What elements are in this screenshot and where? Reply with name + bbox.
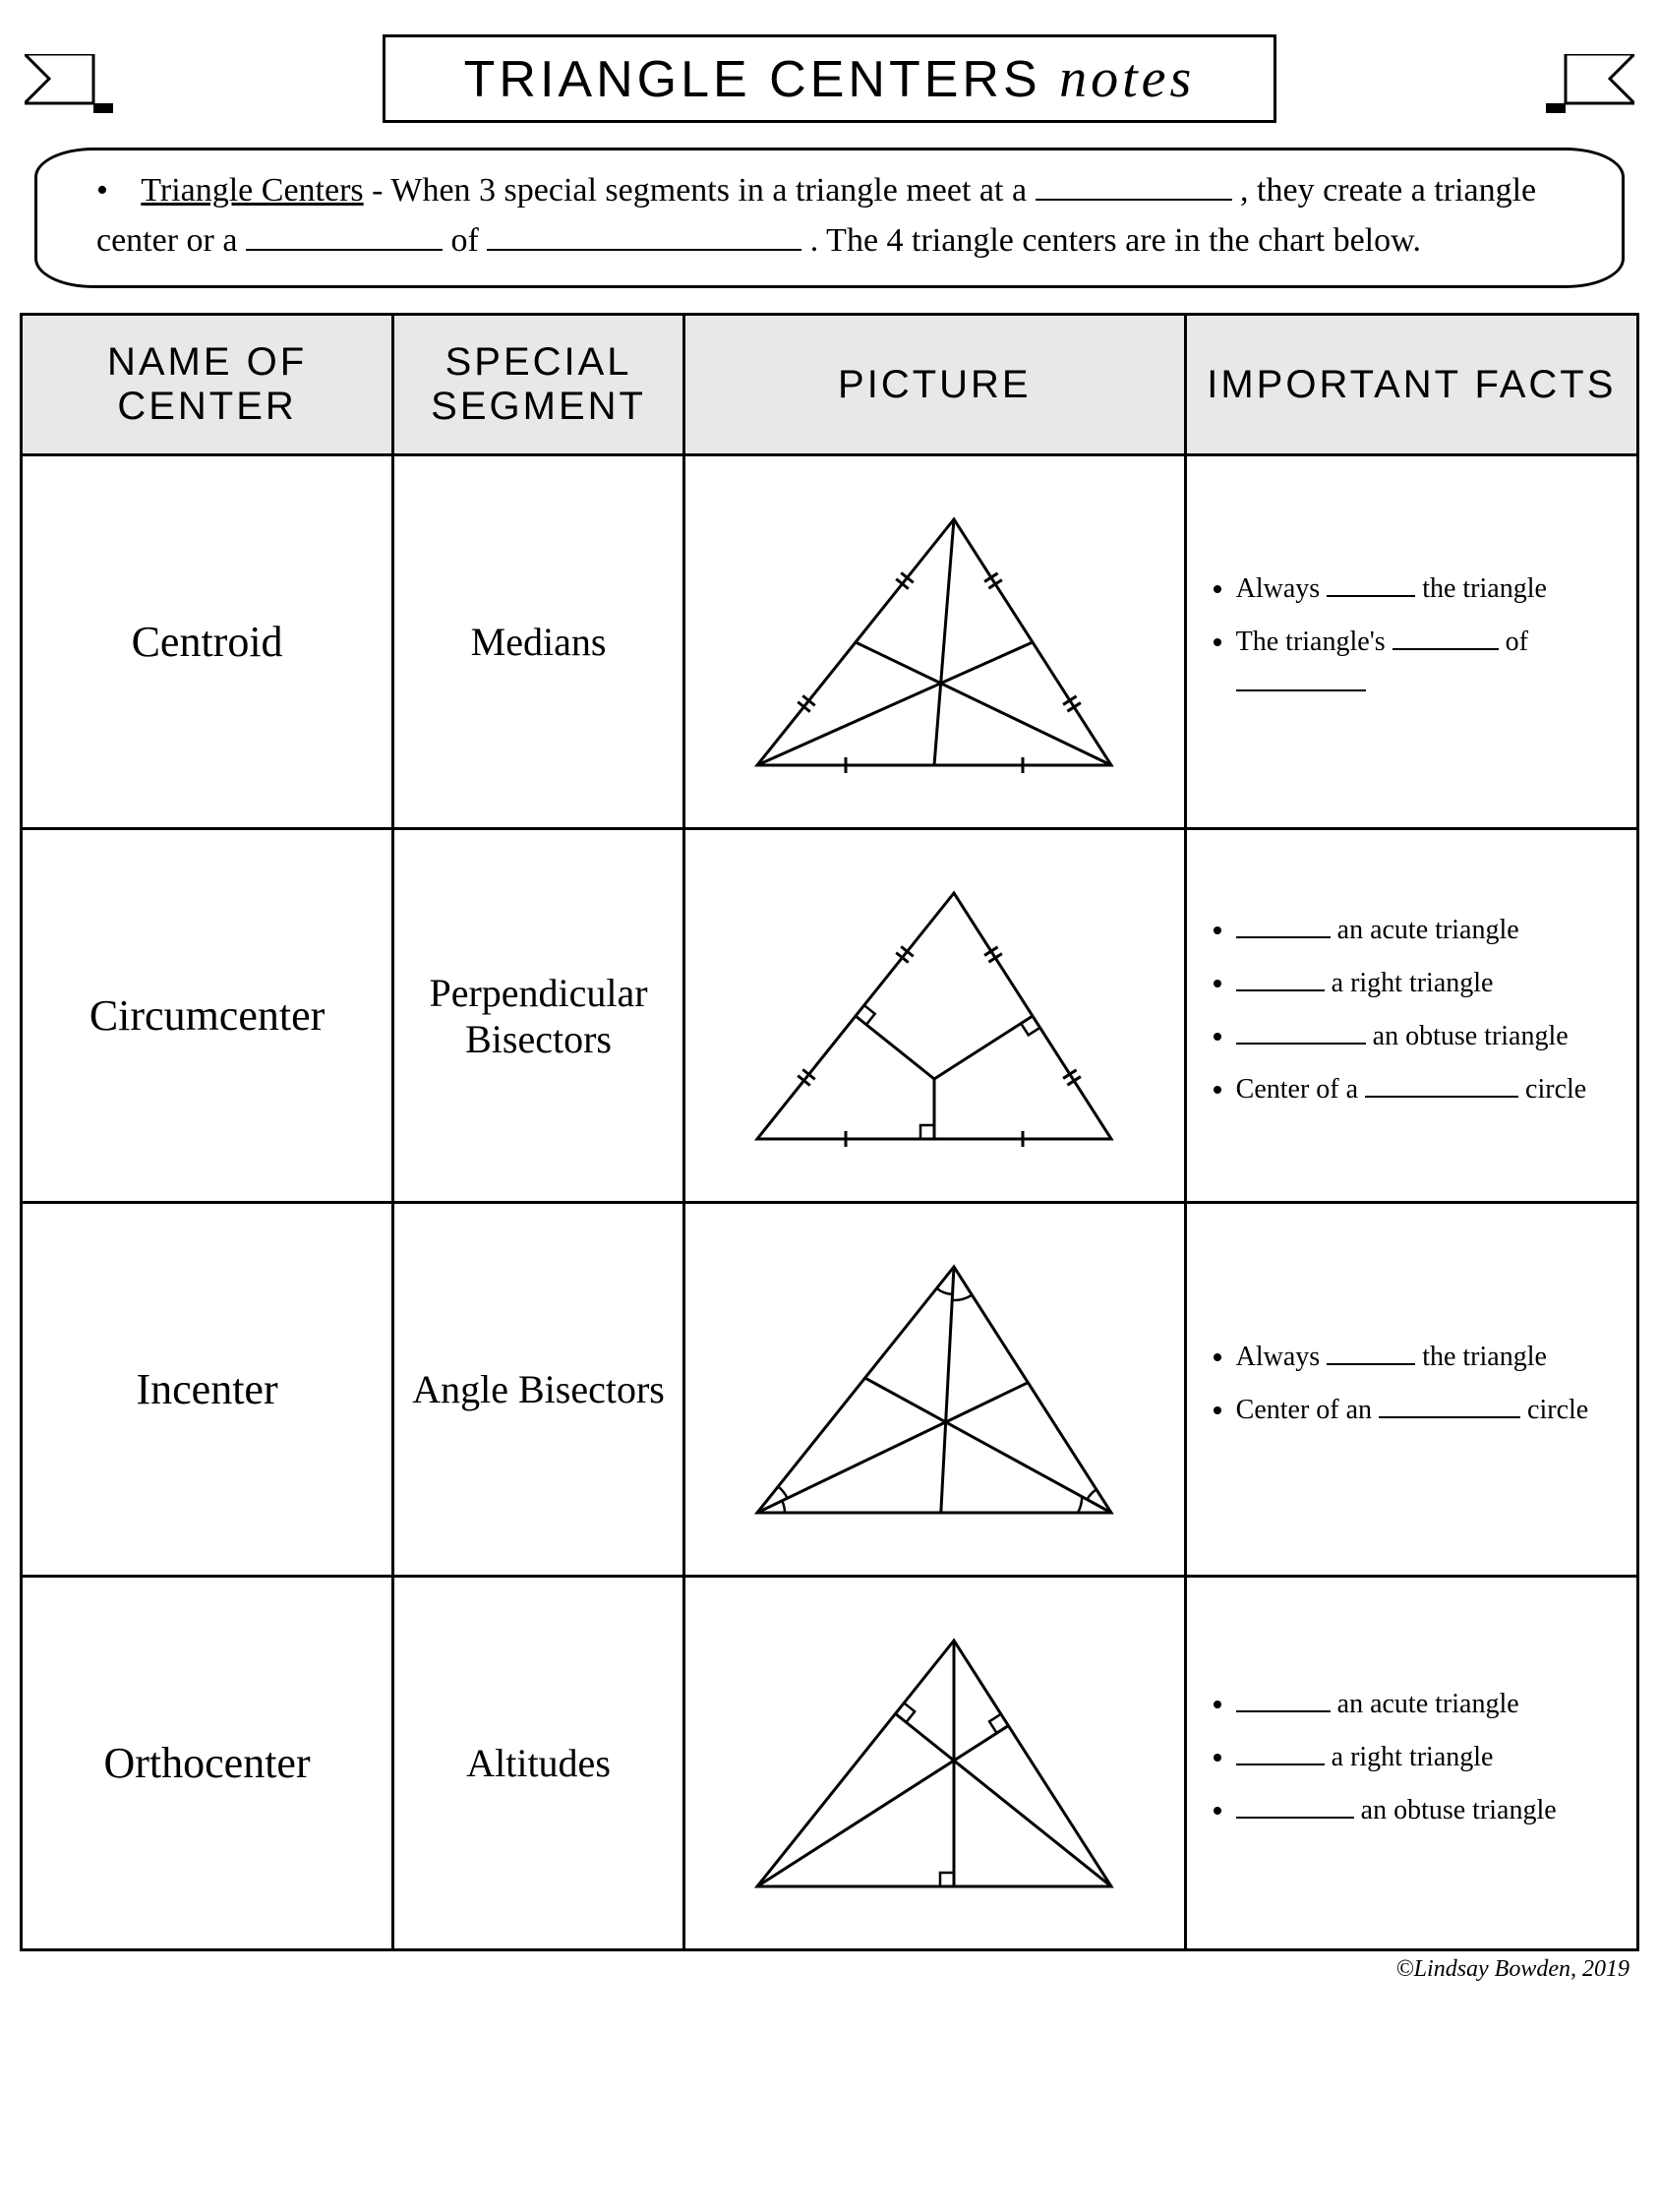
special-segment: Perpendicular Bisectors	[393, 829, 684, 1203]
fact-item: Always the triangle	[1236, 1337, 1627, 1378]
special-segment: Medians	[393, 455, 684, 829]
centers-table: NAME OF CENTER SPECIAL SEGMENT PICTURE I…	[20, 313, 1639, 1951]
incenter-diagram	[728, 1237, 1141, 1542]
fact-item: a right triangle	[1236, 963, 1627, 1004]
title-main: TRIANGLE CENTERS	[464, 51, 1041, 108]
header-picture: PICTURE	[684, 315, 1186, 455]
fact-item: a right triangle	[1236, 1737, 1627, 1778]
header-facts: IMPORTANT FACTS	[1185, 315, 1637, 455]
definition-label: Triangle Centers	[141, 172, 363, 209]
fact-item: Always the triangle	[1236, 568, 1627, 610]
header-segment: SPECIAL SEGMENT	[393, 315, 684, 455]
ribbon-left-icon	[25, 54, 113, 123]
picture-cell	[684, 455, 1186, 829]
center-name: Orthocenter	[22, 1577, 393, 1950]
table-row: CentroidMedians Always the triangle The tr…	[22, 455, 1638, 829]
picture-cell	[684, 1577, 1186, 1950]
definition-text4: . The 4 triangle centers are in the char…	[810, 222, 1421, 259]
centroid-diagram	[728, 490, 1141, 795]
table-row: OrthocenterAltitudes an acute triangle a…	[22, 1577, 1638, 1950]
facts-cell: Always the triangle The triangle's of	[1185, 455, 1637, 829]
picture-cell	[684, 1203, 1186, 1577]
facts-cell: an acute triangle a right triangle an ob…	[1185, 1577, 1637, 1950]
fact-item: Center of an circle	[1236, 1390, 1627, 1431]
special-segment: Angle Bisectors	[393, 1203, 684, 1577]
fact-item: The triangle's of	[1236, 622, 1627, 704]
fact-item: an acute triangle	[1236, 1684, 1627, 1725]
fact-item: an acute triangle	[1236, 910, 1627, 951]
definition-text3: of	[450, 222, 478, 259]
special-segment: Altitudes	[393, 1577, 684, 1950]
definition-text1: - When 3 special segments in a triangle …	[372, 172, 1027, 209]
center-name: Circumcenter	[22, 829, 393, 1203]
fact-item: an obtuse triangle	[1236, 1016, 1627, 1057]
definition-blank1	[1036, 199, 1232, 201]
ribbon-right-icon	[1546, 54, 1634, 123]
title-banner: TRIANGLE CENTERS notes	[20, 30, 1639, 128]
orthocenter-diagram	[728, 1611, 1141, 1916]
circumcenter-diagram	[728, 864, 1141, 1168]
definition-blank2	[246, 249, 443, 251]
header-name: NAME OF CENTER	[22, 315, 393, 455]
facts-cell: Always the triangle Center of an circle	[1185, 1203, 1637, 1577]
copyright-footer: ©Lindsay Bowden, 2019	[20, 1956, 1639, 1983]
facts-cell: an acute triangle a right triangle an ob…	[1185, 829, 1637, 1203]
title-notes: notes	[1059, 48, 1195, 109]
definition-box: • Triangle Centers - When 3 special segm…	[34, 148, 1625, 288]
picture-cell	[684, 829, 1186, 1203]
center-name: Incenter	[22, 1203, 393, 1577]
table-row: IncenterAngle Bisectors Always the triang…	[22, 1203, 1638, 1577]
table-row: CircumcenterPerpendicular Bisectors an a…	[22, 829, 1638, 1203]
definition-blank3	[487, 249, 801, 251]
page-title: TRIANGLE CENTERS notes	[383, 34, 1277, 123]
center-name: Centroid	[22, 455, 393, 829]
fact-item: Center of a circle	[1236, 1069, 1627, 1110]
fact-item: an obtuse triangle	[1236, 1790, 1627, 1831]
